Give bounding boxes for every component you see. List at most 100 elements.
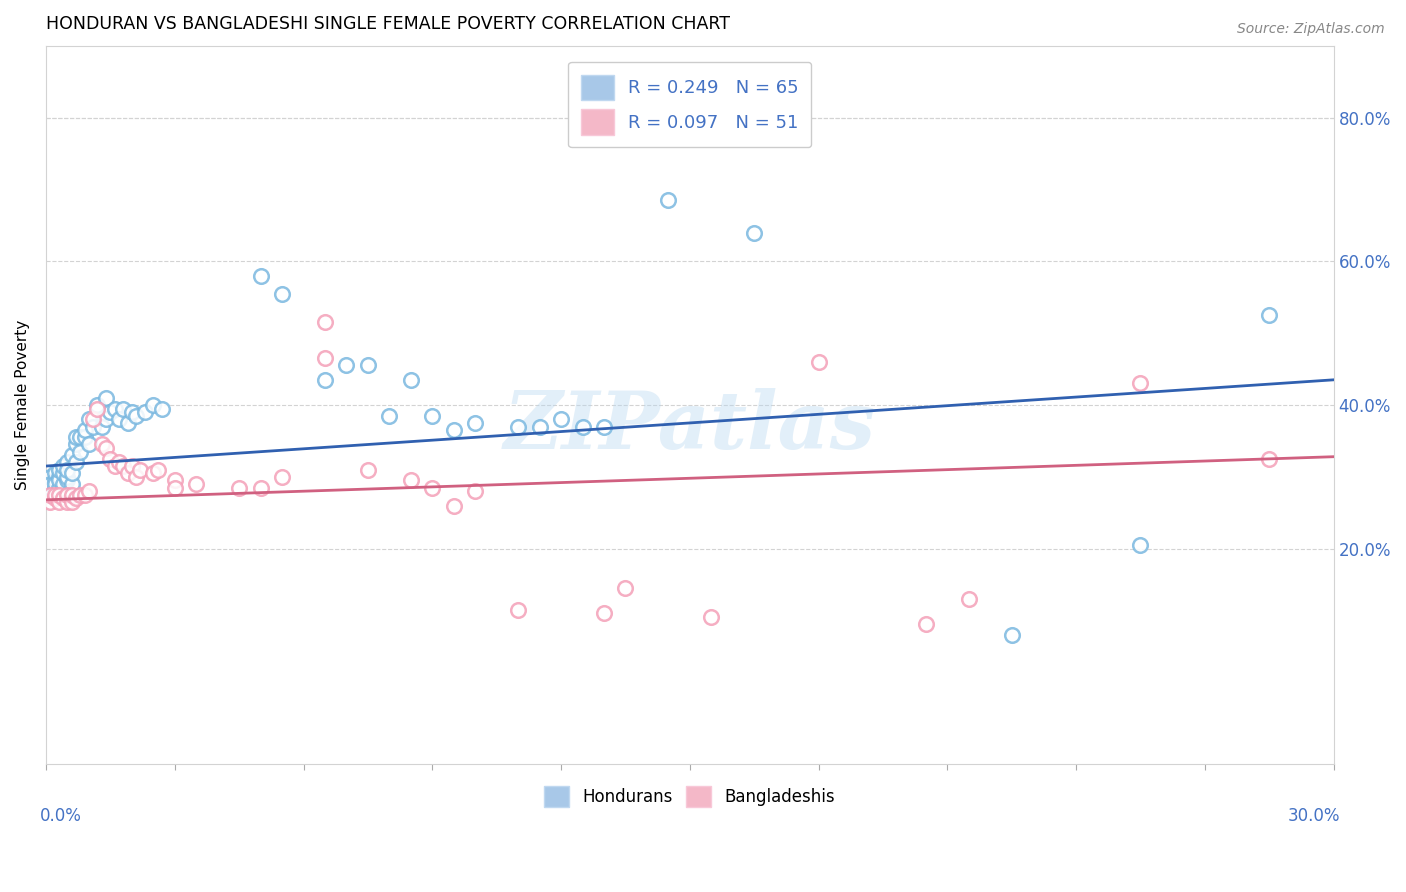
Point bbox=[271, 470, 294, 484]
Point bbox=[357, 463, 380, 477]
Point bbox=[150, 401, 173, 416]
Point bbox=[443, 423, 465, 437]
Point bbox=[1258, 451, 1281, 466]
Point bbox=[94, 441, 117, 455]
Point bbox=[108, 412, 131, 426]
Point bbox=[146, 463, 169, 477]
Point bbox=[134, 405, 156, 419]
Point bbox=[94, 391, 117, 405]
Point bbox=[399, 474, 422, 488]
Point bbox=[529, 419, 551, 434]
Point bbox=[249, 268, 271, 283]
Point bbox=[48, 495, 70, 509]
Point bbox=[82, 412, 104, 426]
Point bbox=[39, 495, 62, 509]
Point bbox=[94, 412, 117, 426]
Point bbox=[314, 315, 336, 329]
Point bbox=[125, 470, 148, 484]
Point bbox=[52, 477, 75, 491]
Point bbox=[129, 463, 152, 477]
Point bbox=[44, 474, 66, 488]
Point bbox=[464, 416, 486, 430]
Point bbox=[48, 474, 70, 488]
Point bbox=[60, 467, 83, 481]
Point bbox=[378, 409, 401, 423]
Point bbox=[550, 412, 572, 426]
Point bbox=[593, 607, 616, 621]
Point bbox=[957, 592, 980, 607]
Point bbox=[48, 470, 70, 484]
Point bbox=[48, 481, 70, 495]
Point bbox=[142, 398, 165, 412]
Point bbox=[657, 193, 679, 207]
Point bbox=[90, 419, 112, 434]
Point bbox=[60, 495, 83, 509]
Point bbox=[52, 458, 75, 473]
Point bbox=[571, 419, 593, 434]
Point bbox=[69, 444, 91, 458]
Point bbox=[56, 463, 79, 477]
Point bbox=[82, 419, 104, 434]
Point bbox=[117, 416, 139, 430]
Point bbox=[44, 488, 66, 502]
Point bbox=[121, 458, 143, 473]
Point bbox=[77, 412, 100, 426]
Point bbox=[48, 463, 70, 477]
Point bbox=[314, 373, 336, 387]
Point bbox=[117, 467, 139, 481]
Point bbox=[48, 488, 70, 502]
Point bbox=[614, 581, 637, 595]
Point bbox=[69, 488, 91, 502]
Point bbox=[1258, 308, 1281, 322]
Text: 0.0%: 0.0% bbox=[39, 807, 82, 825]
Point bbox=[249, 481, 271, 495]
Point bbox=[314, 351, 336, 366]
Point bbox=[73, 423, 96, 437]
Point bbox=[125, 409, 148, 423]
Point bbox=[593, 419, 616, 434]
Point bbox=[121, 405, 143, 419]
Point bbox=[60, 477, 83, 491]
Point bbox=[56, 488, 79, 502]
Point bbox=[69, 430, 91, 444]
Point bbox=[399, 373, 422, 387]
Point bbox=[807, 355, 830, 369]
Point bbox=[90, 437, 112, 451]
Point bbox=[1001, 628, 1024, 642]
Point bbox=[108, 455, 131, 469]
Text: ZIPatlas: ZIPatlas bbox=[503, 388, 876, 466]
Point bbox=[142, 467, 165, 481]
Point bbox=[73, 488, 96, 502]
Point bbox=[44, 467, 66, 481]
Point bbox=[104, 458, 127, 473]
Point bbox=[420, 409, 443, 423]
Point bbox=[39, 477, 62, 491]
Point bbox=[44, 477, 66, 491]
Point bbox=[60, 488, 83, 502]
Point bbox=[44, 491, 66, 506]
Point bbox=[73, 430, 96, 444]
Point bbox=[335, 359, 357, 373]
Point bbox=[163, 474, 186, 488]
Point bbox=[1129, 538, 1152, 552]
Text: HONDURAN VS BANGLADESHI SINGLE FEMALE POVERTY CORRELATION CHART: HONDURAN VS BANGLADESHI SINGLE FEMALE PO… bbox=[46, 15, 730, 33]
Point bbox=[186, 477, 208, 491]
Text: Source: ZipAtlas.com: Source: ZipAtlas.com bbox=[1237, 22, 1385, 37]
Point bbox=[65, 491, 87, 506]
Point bbox=[65, 430, 87, 444]
Point bbox=[86, 401, 108, 416]
Point bbox=[52, 467, 75, 481]
Legend: Hondurans, Bangladeshis: Hondurans, Bangladeshis bbox=[537, 780, 842, 814]
Point bbox=[44, 481, 66, 495]
Point bbox=[742, 226, 765, 240]
Point bbox=[443, 499, 465, 513]
Point bbox=[56, 455, 79, 469]
Point bbox=[700, 610, 723, 624]
Point bbox=[112, 401, 135, 416]
Point bbox=[1129, 376, 1152, 391]
Point bbox=[56, 495, 79, 509]
Point bbox=[77, 437, 100, 451]
Point bbox=[56, 474, 79, 488]
Point bbox=[464, 484, 486, 499]
Text: 30.0%: 30.0% bbox=[1288, 807, 1340, 825]
